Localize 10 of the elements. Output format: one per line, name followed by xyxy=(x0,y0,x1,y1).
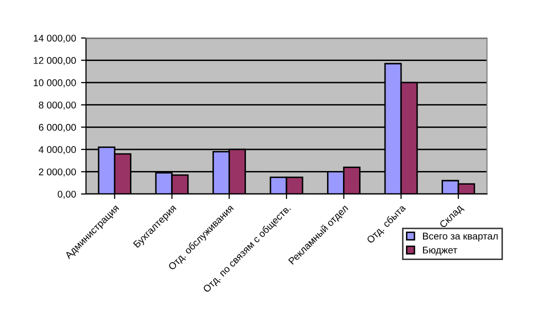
y-tick-label: 10 000,00 xyxy=(34,79,76,88)
legend-label: Бюджет xyxy=(423,246,458,256)
y-tick-label: 12 000,00 xyxy=(34,57,76,66)
y-tick-label: 0,00 xyxy=(58,190,76,199)
y-tick-label: 8 000,00 xyxy=(38,102,76,110)
y-tick-label: 4 000,00 xyxy=(38,146,76,154)
y-tick-label: 2 000,00 xyxy=(38,168,76,176)
legend-label: Всего за квартал xyxy=(423,232,498,242)
y-tick-label: 14 000,00 xyxy=(34,34,76,43)
y-tick-label: 6 000,00 xyxy=(38,124,76,132)
